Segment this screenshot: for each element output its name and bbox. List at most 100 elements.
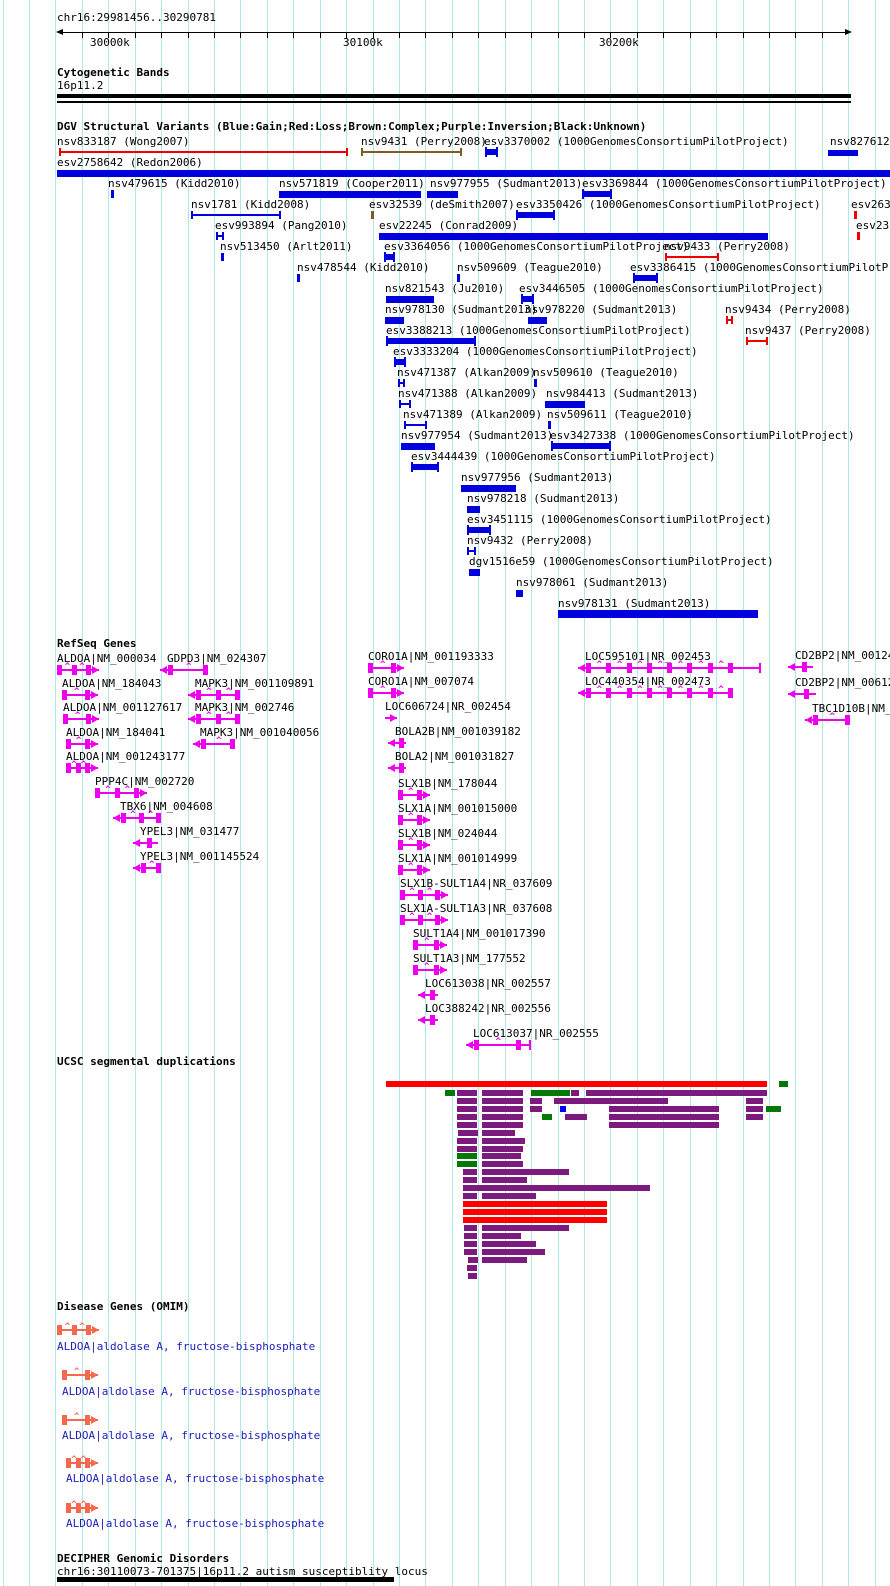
variant-label[interactable]: nsv471387 (Alkan2009) xyxy=(397,366,537,379)
variant-label[interactable]: nsv9437 (Perry2008) xyxy=(745,324,871,337)
segdup-segment[interactable] xyxy=(464,1233,477,1239)
gene-glyph[interactable]: ^ ^ ^ ^ ^ ^ ^ xyxy=(578,685,733,698)
variant-label[interactable]: dgv1516e59 (1000GenomesConsortiumPilotPr… xyxy=(469,555,774,568)
gene-glyph[interactable]: ^ ^ ^ ^ ^ ^ ^ xyxy=(578,660,761,673)
variant-bar[interactable] xyxy=(386,338,476,344)
gene-label[interactable]: SLX1A|NM_001015000 xyxy=(398,802,518,815)
segdup-segment[interactable] xyxy=(586,1090,767,1096)
variant-bar[interactable] xyxy=(59,151,348,153)
segdup-segment[interactable] xyxy=(766,1106,781,1112)
gene-glyph[interactable] xyxy=(133,838,158,848)
segdup-segment[interactable] xyxy=(746,1114,763,1120)
variant-bar[interactable] xyxy=(216,235,224,237)
variant-bar[interactable] xyxy=(534,379,537,387)
decipher-region-bar[interactable] xyxy=(57,1577,394,1582)
segdup-segment[interactable] xyxy=(482,1193,536,1199)
variant-bar[interactable] xyxy=(385,317,404,324)
gene-glyph[interactable]: ^ xyxy=(62,687,98,700)
segdup-segment[interactable] xyxy=(482,1161,523,1167)
segdup-segment[interactable] xyxy=(457,1153,477,1159)
segdup-segment[interactable] xyxy=(482,1090,523,1096)
variant-bar[interactable] xyxy=(401,443,435,450)
gene-label[interactable]: SLX1A-SULT1A3|NR_037608 xyxy=(400,902,553,915)
gene-glyph[interactable]: ^ xyxy=(413,962,447,975)
segdup-segment[interactable] xyxy=(482,1225,569,1231)
variant-label[interactable]: nsv977955 (Sudmant2013) xyxy=(430,177,583,190)
variant-label[interactable]: nsv513450 (Arlt2011) xyxy=(220,240,353,253)
variant-label[interactable]: esv3369844 (1000GenomesConsortiumPilotPr… xyxy=(582,177,887,190)
variant-label[interactable]: esv3388213 (1000GenomesConsortiumPilotPr… xyxy=(386,324,691,337)
variant-label[interactable]: nsv978131 (Sudmant2013) xyxy=(558,597,711,610)
variant-label[interactable]: esv3451115 (1000GenomesConsortiumPilotPr… xyxy=(467,513,772,526)
gene-glyph[interactable] xyxy=(385,713,397,723)
gene-glyph[interactable]: ^ ^ xyxy=(95,785,147,798)
segdup-segment[interactable] xyxy=(530,1106,542,1112)
variant-bar[interactable] xyxy=(485,149,498,155)
variant-label[interactable]: nsv978061 (Sudmant2013) xyxy=(516,576,669,589)
variant-label[interactable]: esv22245 (Conrad2009) xyxy=(379,219,519,232)
variant-bar[interactable] xyxy=(221,253,224,261)
segdup-segment[interactable] xyxy=(457,1106,477,1112)
gene-label[interactable]: BOLA2B|NM_001039182 xyxy=(395,725,521,738)
variant-bar[interactable] xyxy=(854,211,857,219)
gene-glyph[interactable]: ^ xyxy=(62,1412,98,1425)
gene-label[interactable]: CD2BP2|NM_00612 xyxy=(795,676,890,689)
variant-bar[interactable] xyxy=(371,211,374,219)
gene-glyph[interactable]: ^ ^ xyxy=(113,810,161,823)
variant-label[interactable]: nsv471388 (Alkan2009) xyxy=(398,387,538,400)
variant-label[interactable]: esv263 xyxy=(851,198,890,211)
gene-glyph[interactable]: ^ ^ xyxy=(66,760,98,773)
variant-label[interactable]: nsv478544 (Kidd2010) xyxy=(297,261,430,274)
gene-label[interactable]: ALDOA|NM_001243177 xyxy=(66,750,186,763)
segdup-segment[interactable] xyxy=(464,1225,477,1231)
segdup-segment[interactable] xyxy=(482,1146,523,1152)
variant-label[interactable]: nsv978220 (Sudmant2013) xyxy=(525,303,678,316)
variant-label[interactable]: esv3370002 (1000GenomesConsortiumPilotPr… xyxy=(484,135,789,148)
gene-glyph[interactable]: ^ ^ xyxy=(66,1455,98,1468)
variant-bar[interactable] xyxy=(726,319,733,321)
omim-gene-label[interactable]: ALDOA|aldolase A, fructose-bisphosphate xyxy=(62,1429,321,1442)
decipher-entry-label[interactable]: chr16:30110073-701375|16p11.2 autism sus… xyxy=(57,1565,428,1578)
gene-glyph[interactable]: ^ ^ xyxy=(57,662,99,675)
omim-gene-label[interactable]: ALDOA|aldolase A, fructose-bisphosphate xyxy=(62,1385,321,1398)
variant-bar[interactable] xyxy=(665,256,719,258)
segdup-segment[interactable] xyxy=(482,1177,527,1183)
gene-glyph[interactable]: ^ xyxy=(160,662,208,675)
segdup-segment[interactable] xyxy=(746,1098,763,1104)
variant-bar[interactable] xyxy=(467,550,476,552)
segdup-segment[interactable] xyxy=(463,1201,607,1207)
gene-glyph[interactable]: ^ xyxy=(368,685,404,698)
segdup-segment[interactable] xyxy=(457,1122,477,1128)
variant-bar[interactable] xyxy=(516,590,523,597)
gene-glyph[interactable] xyxy=(418,990,438,1000)
gene-label[interactable]: LOC595101|NR_002453 xyxy=(585,650,711,663)
segdup-segment[interactable] xyxy=(463,1193,477,1199)
variant-bar[interactable] xyxy=(857,232,860,240)
gene-label[interactable]: LOC613037|NR_002555 xyxy=(473,1027,599,1040)
variant-bar[interactable] xyxy=(467,527,491,533)
gene-label[interactable]: TBC1D10B|NM_0 xyxy=(812,702,890,715)
variant-label[interactable]: nsv9432 (Perry2008) xyxy=(467,534,593,547)
gene-label[interactable]: SLX1B|NM_178044 xyxy=(398,777,498,790)
gene-label[interactable]: YPEL3|NM_031477 xyxy=(140,825,240,838)
gene-glyph[interactable]: ^ ^ xyxy=(400,887,448,900)
variant-label[interactable]: esv32539 (deSmith2007) xyxy=(369,198,515,211)
segdup-segment[interactable] xyxy=(482,1098,523,1104)
gene-glyph[interactable] xyxy=(388,763,406,773)
segdup-segment[interactable] xyxy=(482,1114,523,1120)
gene-glyph[interactable]: ^ ^ xyxy=(188,711,240,724)
variant-label[interactable]: esv3386415 (1000GenomesConsortiumPilotPr… xyxy=(630,261,890,274)
gene-label[interactable]: MAPK3|NM_002746 xyxy=(195,701,295,714)
gene-glyph[interactable] xyxy=(788,689,816,699)
gene-label[interactable]: BOLA2|NM_001031827 xyxy=(395,750,515,763)
variant-label[interactable]: nsv9433 (Perry2008) xyxy=(664,240,790,253)
variant-label[interactable]: esv2758642 (Redon2006) xyxy=(57,156,203,169)
segdup-segment[interactable] xyxy=(482,1130,515,1136)
gene-glyph[interactable]: ^ xyxy=(466,1037,531,1050)
segdup-segment[interactable] xyxy=(463,1217,607,1223)
variant-label[interactable]: nsv821543 (Ju2010) xyxy=(385,282,505,295)
gene-glyph[interactable]: ^ xyxy=(398,862,430,875)
variant-label[interactable]: nsv827612 xyxy=(830,135,890,148)
gene-label[interactable]: TBX6|NM_004608 xyxy=(120,800,213,813)
variant-label[interactable]: nsv984413 (Sudmant2013) xyxy=(546,387,699,400)
